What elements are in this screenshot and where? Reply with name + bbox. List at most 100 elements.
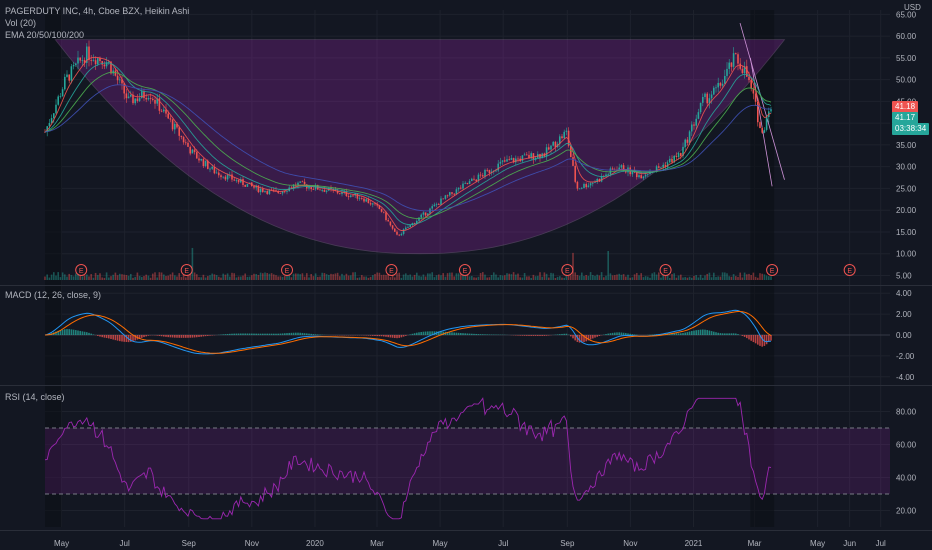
macd-legend[interactable]: MACD (12, 26, close, 9) (5, 290, 102, 300)
volume-bar (576, 274, 579, 280)
macd-histogram-bar (715, 332, 717, 335)
candle-body (642, 176, 645, 179)
macd-histogram-bar (383, 335, 385, 337)
candle-body (290, 187, 293, 189)
volume-bar (385, 274, 387, 280)
candle-body (607, 174, 609, 176)
volume-bar (396, 273, 398, 280)
macd-histogram-bar (246, 333, 249, 335)
candle-body (466, 182, 469, 184)
volume-bar (231, 272, 233, 280)
macd-histogram-bar (224, 334, 227, 335)
volume-bar (59, 277, 62, 280)
macd-histogram-bar (286, 333, 288, 335)
macd-histogram-bar (308, 333, 310, 335)
volume-bar (389, 277, 392, 280)
earnings-marker-label: E (285, 268, 290, 275)
candle-body (409, 224, 411, 228)
macd-histogram-bar (719, 333, 722, 335)
volume-bar (682, 277, 684, 280)
macd-histogram-bar (295, 332, 297, 335)
candle-body (116, 75, 119, 81)
volume-bar (189, 273, 191, 280)
candle-body (506, 159, 508, 162)
candle-body (697, 112, 700, 119)
ema-legend[interactable]: EMA 20/50/100/200 (5, 30, 85, 40)
macd-signal-line (44, 311, 772, 354)
macd-histogram-bar (460, 332, 462, 335)
macd-histogram-bar (695, 330, 697, 335)
earnings-marker-label: E (565, 268, 570, 275)
volume-bar (213, 274, 216, 280)
candle-body (292, 184, 295, 189)
volume-bar (317, 276, 319, 280)
volume-bar (574, 272, 576, 280)
volume-bar (237, 276, 240, 280)
candle-body (233, 179, 235, 181)
volume-bar (644, 276, 647, 280)
candle-body (499, 161, 502, 164)
recent-region (750, 10, 775, 527)
macd-histogram-bar (675, 333, 678, 335)
volume-bar (603, 277, 605, 280)
candle-body (495, 170, 497, 172)
macd-histogram-bar (86, 332, 88, 335)
macd-histogram-bar (523, 335, 526, 336)
candle-body (94, 60, 97, 65)
macd-histogram-bar (116, 335, 119, 341)
candle-body (708, 98, 711, 104)
macd-histogram-bar (422, 331, 425, 335)
macd-histogram-bar (180, 335, 183, 338)
candle-body (400, 233, 403, 236)
pane-separator[interactable] (0, 385, 932, 386)
earnings-marker (75, 264, 88, 276)
macd-histogram-bar (244, 333, 246, 335)
macd-histogram-bar (112, 335, 114, 340)
candle-body (189, 146, 191, 154)
volume-bar (55, 275, 57, 280)
macd-histogram-bar (427, 331, 429, 335)
macd-histogram-bar (297, 332, 299, 335)
volume-bar (218, 276, 220, 280)
price-tick-label: 60.00 (896, 32, 917, 41)
candle-body (178, 127, 180, 136)
candle-body (213, 166, 216, 174)
volume-bar (86, 274, 88, 280)
macd-histogram-bar (231, 333, 233, 335)
volume-legend[interactable]: Vol (20) (5, 18, 37, 28)
candle-body (389, 221, 392, 226)
volume-bar (552, 273, 554, 280)
candle-body (185, 142, 187, 144)
macd-histogram-bar (376, 335, 378, 337)
macd-histogram-bar (451, 332, 453, 335)
earnings-marker (766, 264, 779, 276)
volume-bar (332, 274, 334, 280)
volume-bar (330, 273, 332, 280)
volume-bar (495, 274, 497, 280)
volume-bar (369, 276, 372, 280)
volume-bar (440, 275, 442, 280)
candle-body (565, 130, 568, 132)
volume-bar (198, 277, 200, 280)
volume-bar (671, 274, 673, 280)
volume-bar (438, 274, 440, 280)
candle-body (202, 158, 205, 167)
symbol-title[interactable]: PAGERDUTY INC, 4h, Cboe BZX, Heikin Ashi (5, 6, 190, 16)
volume-bar (636, 272, 638, 280)
rsi-legend[interactable]: RSI (14, close) (5, 392, 65, 402)
volume-bar (308, 277, 310, 280)
volume-bar (666, 274, 669, 280)
candle-body (611, 168, 614, 170)
candle-body (770, 109, 772, 112)
macd-histogram-bar (587, 335, 590, 341)
candle-body (136, 98, 139, 101)
pane-separator[interactable] (0, 285, 932, 286)
volume-bar (706, 273, 708, 280)
candle-body (187, 142, 189, 147)
volume-bar (273, 274, 275, 280)
candle-body (411, 223, 414, 225)
volume-bar (246, 276, 249, 280)
candle-body (114, 70, 117, 76)
candle-body (211, 166, 213, 169)
